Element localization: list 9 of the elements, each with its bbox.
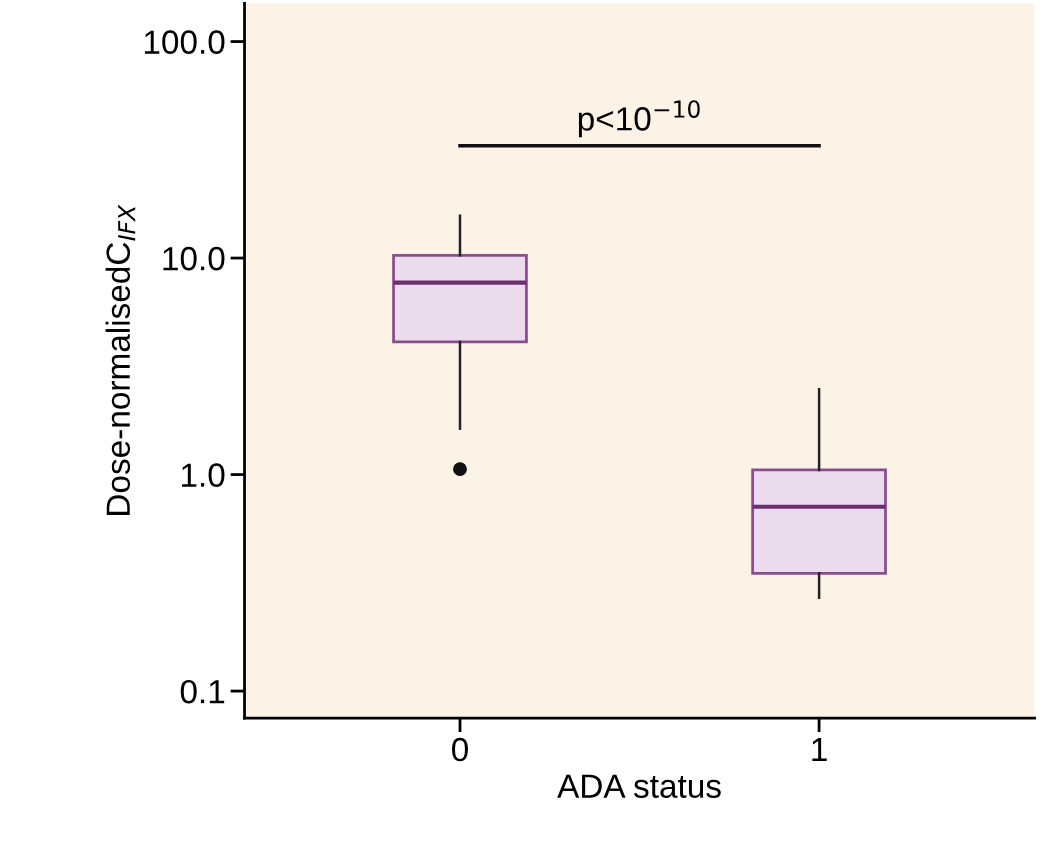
annotation: p<10$^{−10}$: [578, 100, 700, 138]
y-tick-label: 100.0: [144, 30, 225, 54]
y-axis-title: Dose-normalisedC$_{IFX}$: [105, 204, 136, 515]
y-tick-label: 1.0: [181, 463, 225, 487]
y-tick-label: 10.0: [163, 246, 225, 271]
x-tick-label: 1: [812, 738, 827, 762]
x-tick-label: 0: [452, 737, 468, 762]
x-axis-title: ADA status: [557, 774, 721, 798]
y-tick-label: 0.1: [180, 679, 225, 704]
